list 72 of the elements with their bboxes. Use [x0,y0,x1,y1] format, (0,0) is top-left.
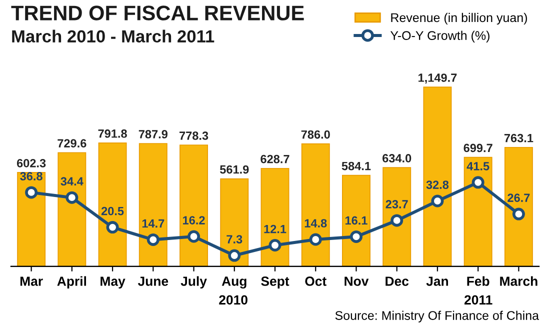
point [268,239,282,252]
bar [423,86,452,266]
data-label: 699.7 [464,144,492,152]
x-tick-label: Nov [344,276,369,286]
bar [180,144,208,266]
data-label: 602.3 [16,159,46,168]
bar [17,172,46,266]
data-label: 778.3 [180,132,208,140]
data-label: 26.7 [508,194,530,202]
point [188,230,200,243]
data-label: 14.8 [304,219,327,228]
x-tick-label: Sept [261,276,290,289]
point [309,233,322,246]
bar [382,167,412,266]
data-label: 16.1 [345,216,368,225]
bar [504,146,533,266]
chart-title: TREND OF FISCAL REVENUE [11,6,304,20]
x-tick-label: Oct [305,276,326,286]
data-label: 20.5 [101,206,124,216]
data-label: 628.7 [260,154,290,164]
point [25,186,38,199]
point [512,208,525,220]
point [66,191,78,204]
point [228,249,241,262]
data-label: 36.8 [20,172,42,180]
bar [464,156,492,266]
data-label: 584.1 [342,162,371,170]
data-label: 23.7 [386,200,408,208]
chart-subtitle: March 2010 - March 2011 [12,30,214,42]
source-note: Source: Ministry Of Finance of China [335,310,540,322]
data-label: 32.8 [426,180,449,189]
bar [98,142,127,266]
data-label: 12.1 [264,224,286,234]
x-tick-label: April [57,276,86,289]
point [431,194,444,208]
x-tick-label: Jan [426,276,448,286]
data-label: 561.9 [220,165,249,174]
text: 2010 [219,295,248,305]
data-label: 7.3 [226,235,242,244]
point [106,221,119,234]
data-label: 786.0 [301,130,330,139]
point [390,214,404,227]
x-tick-label: Dec [386,276,409,286]
x-tick-label: July [180,276,207,289]
text: 2011 [464,295,492,305]
x-tick-label: Feb [467,276,490,286]
bar [342,174,370,266]
x-tick-label: June [138,276,168,286]
x-tick-label: May [100,276,126,289]
data-label: 791.8 [98,129,127,138]
data-label: 729.6 [58,139,86,148]
data-label: 41.5 [466,162,490,170]
point [146,233,160,246]
data-label: 16.2 [183,216,205,224]
legend-label: Y-O-Y Growth (%) [390,30,490,42]
legend-label: Revenue (in billion yuan) [391,12,527,25]
data-label: 14.7 [142,219,164,228]
bar [301,143,330,266]
data-label: 34.4 [60,177,84,186]
bar [220,178,249,266]
point [472,176,484,189]
bar [58,152,86,266]
x-tick-label: Mar [20,276,43,286]
data-label: 634.0 [382,154,412,162]
x-tick-label: March [500,276,538,286]
x-tick-label: Aug [222,276,246,289]
bar [260,168,290,266]
data-label: 763.1 [504,134,534,142]
bar [138,143,168,266]
point [350,230,362,243]
data-label: 1,149.7 [418,74,457,84]
data-label: 787.9 [138,130,168,138]
